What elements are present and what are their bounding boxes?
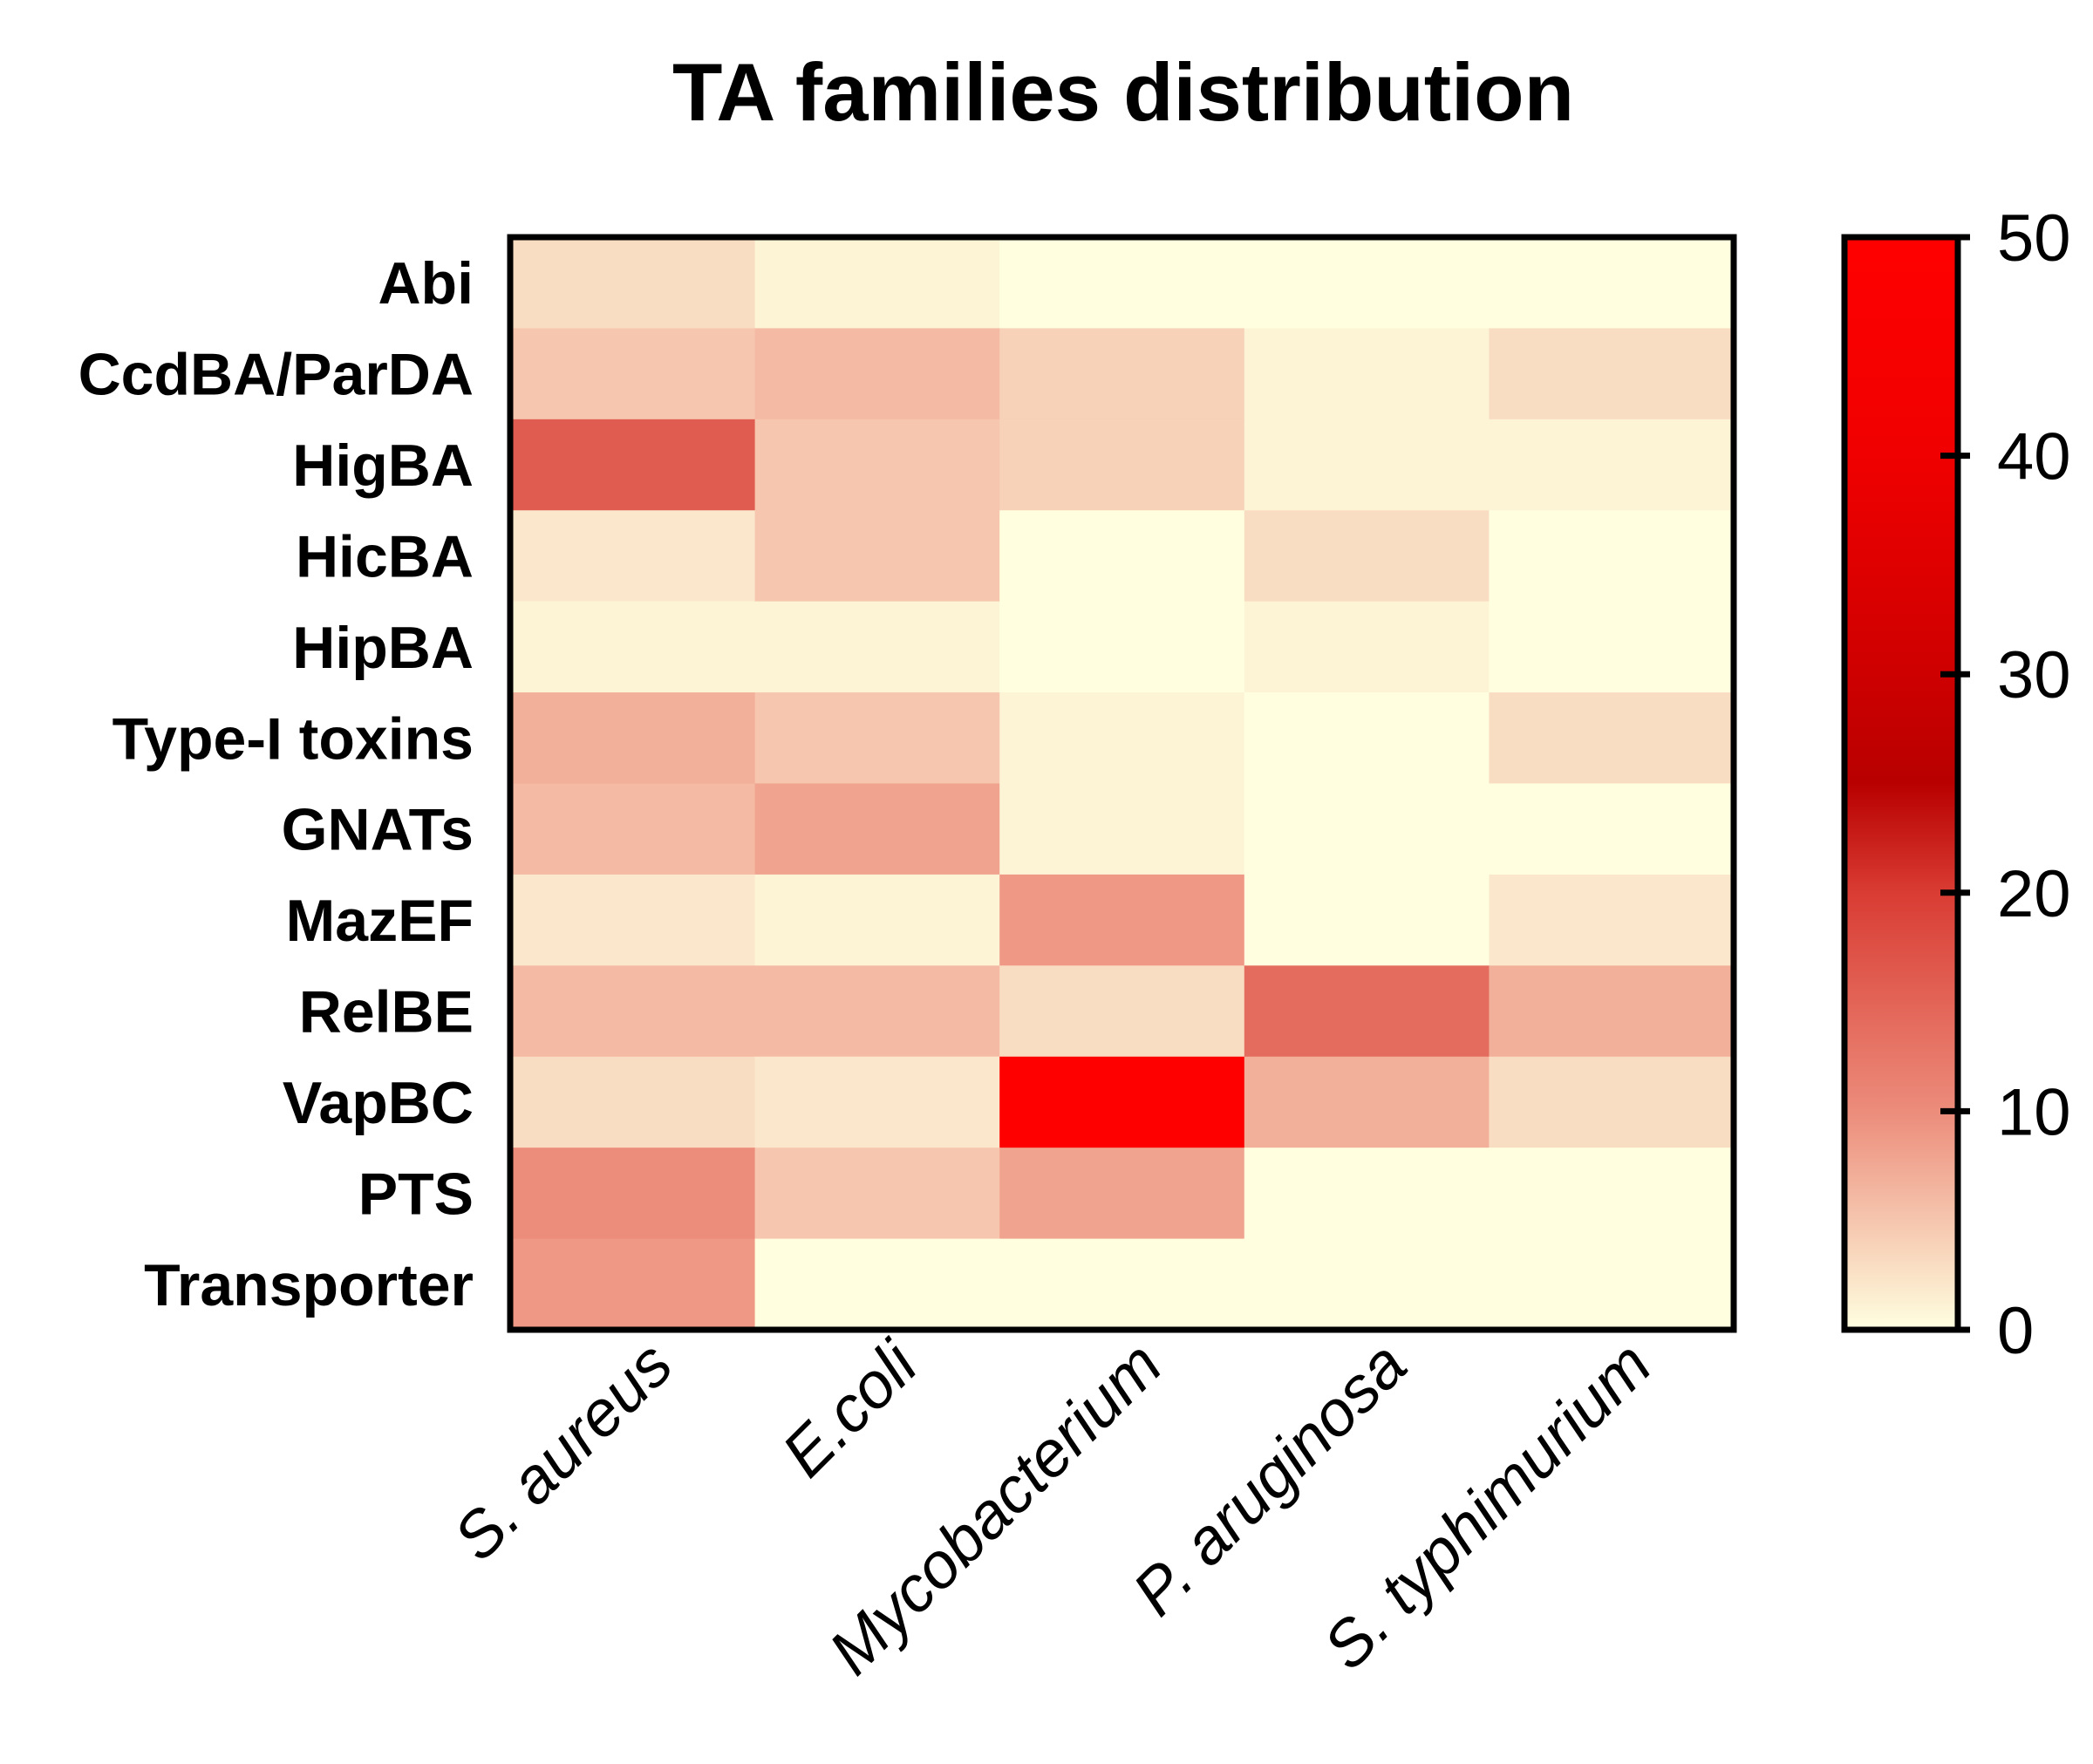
colorbar-tick-label-40: 40 [1997,420,2071,494]
heatmap-cell-higba-e-coli [754,419,1000,511]
heatmap-cell-ccdba-parda-s-aureus [510,328,756,420]
heatmap-cell-pts-s-typhimurium [1489,1148,1735,1240]
row-label-hipba: HipBA [292,615,474,681]
heatmap-cell-gnats-s-typhimurium [1489,783,1735,875]
heatmap-cell-vapbc-mycobacterium [999,1056,1245,1148]
heatmap-cell-type-i-toxins-e-coli [754,692,1000,785]
column-label-s-aureus: S. aureus [440,1328,686,1575]
heatmap-cell-type-i-toxins-p-aruginosa [1244,692,1490,785]
plot-frame [507,234,1737,1333]
row-label-type-i-toxins: Type-I toxins [112,705,474,772]
heatmap-cell-relbe-s-aureus [510,965,756,1058]
heatmap-cell-higba-p-aruginosa [1244,419,1490,511]
heatmap-cell-hipba-mycobacterium [999,601,1245,693]
heatmap-cell-higba-s-aureus [510,419,756,511]
row-label-higba: HigBA [292,432,474,499]
heatmap-cell-abi-s-typhimurium [1489,237,1735,330]
heatmap-cell-type-i-toxins-s-typhimurium [1489,692,1735,785]
heatmap-cell-higba-s-typhimurium [1489,419,1735,511]
row-label-mazef: MazEF [286,888,474,954]
heatmap-cell-transporter-mycobacterium [999,1238,1245,1331]
heatmap-cell-relbe-s-typhimurium [1489,965,1735,1058]
row-label-vapbc: VapBC [283,1070,474,1136]
row-labels: Abi CcdBA/ParDA HigBA HicBA HipBA Type-I toxi… [78,250,474,1318]
colorbar-tick-label-50: 50 [1997,201,2071,276]
heatmap-cell-pts-mycobacterium [999,1148,1245,1240]
heatmap-cell-mazef-s-aureus [510,874,756,966]
heatmap-cell-pts-p-aruginosa [1244,1148,1490,1240]
heatmap-cell-hicba-s-typhimurium [1489,510,1735,603]
heatmap-cell-transporter-s-aureus [510,1238,756,1331]
heatmap-cell-relbe-p-aruginosa [1244,965,1490,1058]
heatmap-cell-mazef-e-coli [754,874,1000,966]
heatmap-cell-hicba-mycobacterium [999,510,1245,603]
heatmap-cells [510,237,1735,1331]
heatmap-cell-transporter-s-typhimurium [1489,1238,1735,1331]
heatmap-cell-gnats-s-aureus [510,783,756,875]
heatmap-cell-vapbc-s-typhimurium [1489,1056,1735,1148]
heatmap-cell-hicba-p-aruginosa [1244,510,1490,603]
heatmap-cell-ccdba-parda-mycobacterium [999,328,1245,420]
heatmap-cell-hipba-e-coli [754,601,1000,693]
heatmap-cell-vapbc-s-aureus [510,1056,756,1148]
chart-title: TA families distribution [672,46,1574,138]
heatmap-cell-hicba-s-aureus [510,510,756,603]
heatmap-cell-gnats-mycobacterium [999,783,1245,875]
heatmap-cell-mazef-p-aruginosa [1244,874,1490,966]
row-label-relbe: RelBE [299,979,474,1045]
heatmap-cell-relbe-e-coli [754,965,1000,1058]
heatmap-cell-vapbc-e-coli [754,1056,1000,1148]
heatmap-cell-mazef-mycobacterium [999,874,1245,966]
heatmap-cell-type-i-toxins-mycobacterium [999,692,1245,785]
heatmap-cell-abi-p-aruginosa [1244,237,1490,330]
colorbar-tick-label-30: 30 [1997,638,2071,712]
heatmap-cell-pts-s-aureus [510,1148,756,1240]
heatmap-cell-ccdba-parda-e-coli [754,328,1000,420]
heatmap-cell-ccdba-parda-p-aruginosa [1244,328,1490,420]
heatmap-cell-hipba-s-typhimurium [1489,601,1735,693]
row-label-transporter: Transporter [144,1252,474,1318]
heatmap-cell-vapbc-p-aruginosa [1244,1056,1490,1148]
heatmap-cell-pts-e-coli [754,1148,1000,1240]
colorbar-tick-label-0: 0 [1997,1294,2034,1368]
colorbar-tick-label-20: 20 [1997,857,2071,931]
colorbar-ticks: 0 10 20 30 40 50 [1940,201,2071,1368]
heatmap-cell-gnats-e-coli [754,783,1000,875]
heatmap-cell-hicba-e-coli [754,510,1000,603]
heatmap-cell-transporter-e-coli [754,1238,1000,1331]
heatmap-cell-abi-mycobacterium [999,237,1245,330]
heatmap-cell-hipba-s-aureus [510,601,756,693]
column-label-e-coli: E.coli [768,1326,932,1490]
heatmap-cell-mazef-s-typhimurium [1489,874,1735,966]
heatmap-cell-higba-mycobacterium [999,419,1245,511]
colorbar-tick-label-10: 10 [1997,1075,2071,1149]
row-label-hicba: HicBA [296,524,474,590]
heatmap-cell-gnats-p-aruginosa [1244,783,1490,875]
heatmap-cell-ccdba-parda-s-typhimurium [1489,328,1735,420]
heatmap-cell-abi-s-aureus [510,237,756,330]
row-label-ccdba-parda: CcdBA/ParDA [78,342,474,408]
colorbar [1841,234,1961,1333]
heatmap-cell-transporter-p-aruginosa [1244,1238,1490,1331]
heatmap-cell-type-i-toxins-s-aureus [510,692,756,785]
row-label-abi: Abi [378,250,474,317]
row-label-gnats: GNATs [282,797,474,863]
heatmap-cell-hipba-p-aruginosa [1244,601,1490,693]
heatmap-cell-abi-e-coli [754,237,1000,330]
row-label-pts: PTS [358,1161,474,1227]
heatmap-cell-relbe-mycobacterium [999,965,1245,1058]
